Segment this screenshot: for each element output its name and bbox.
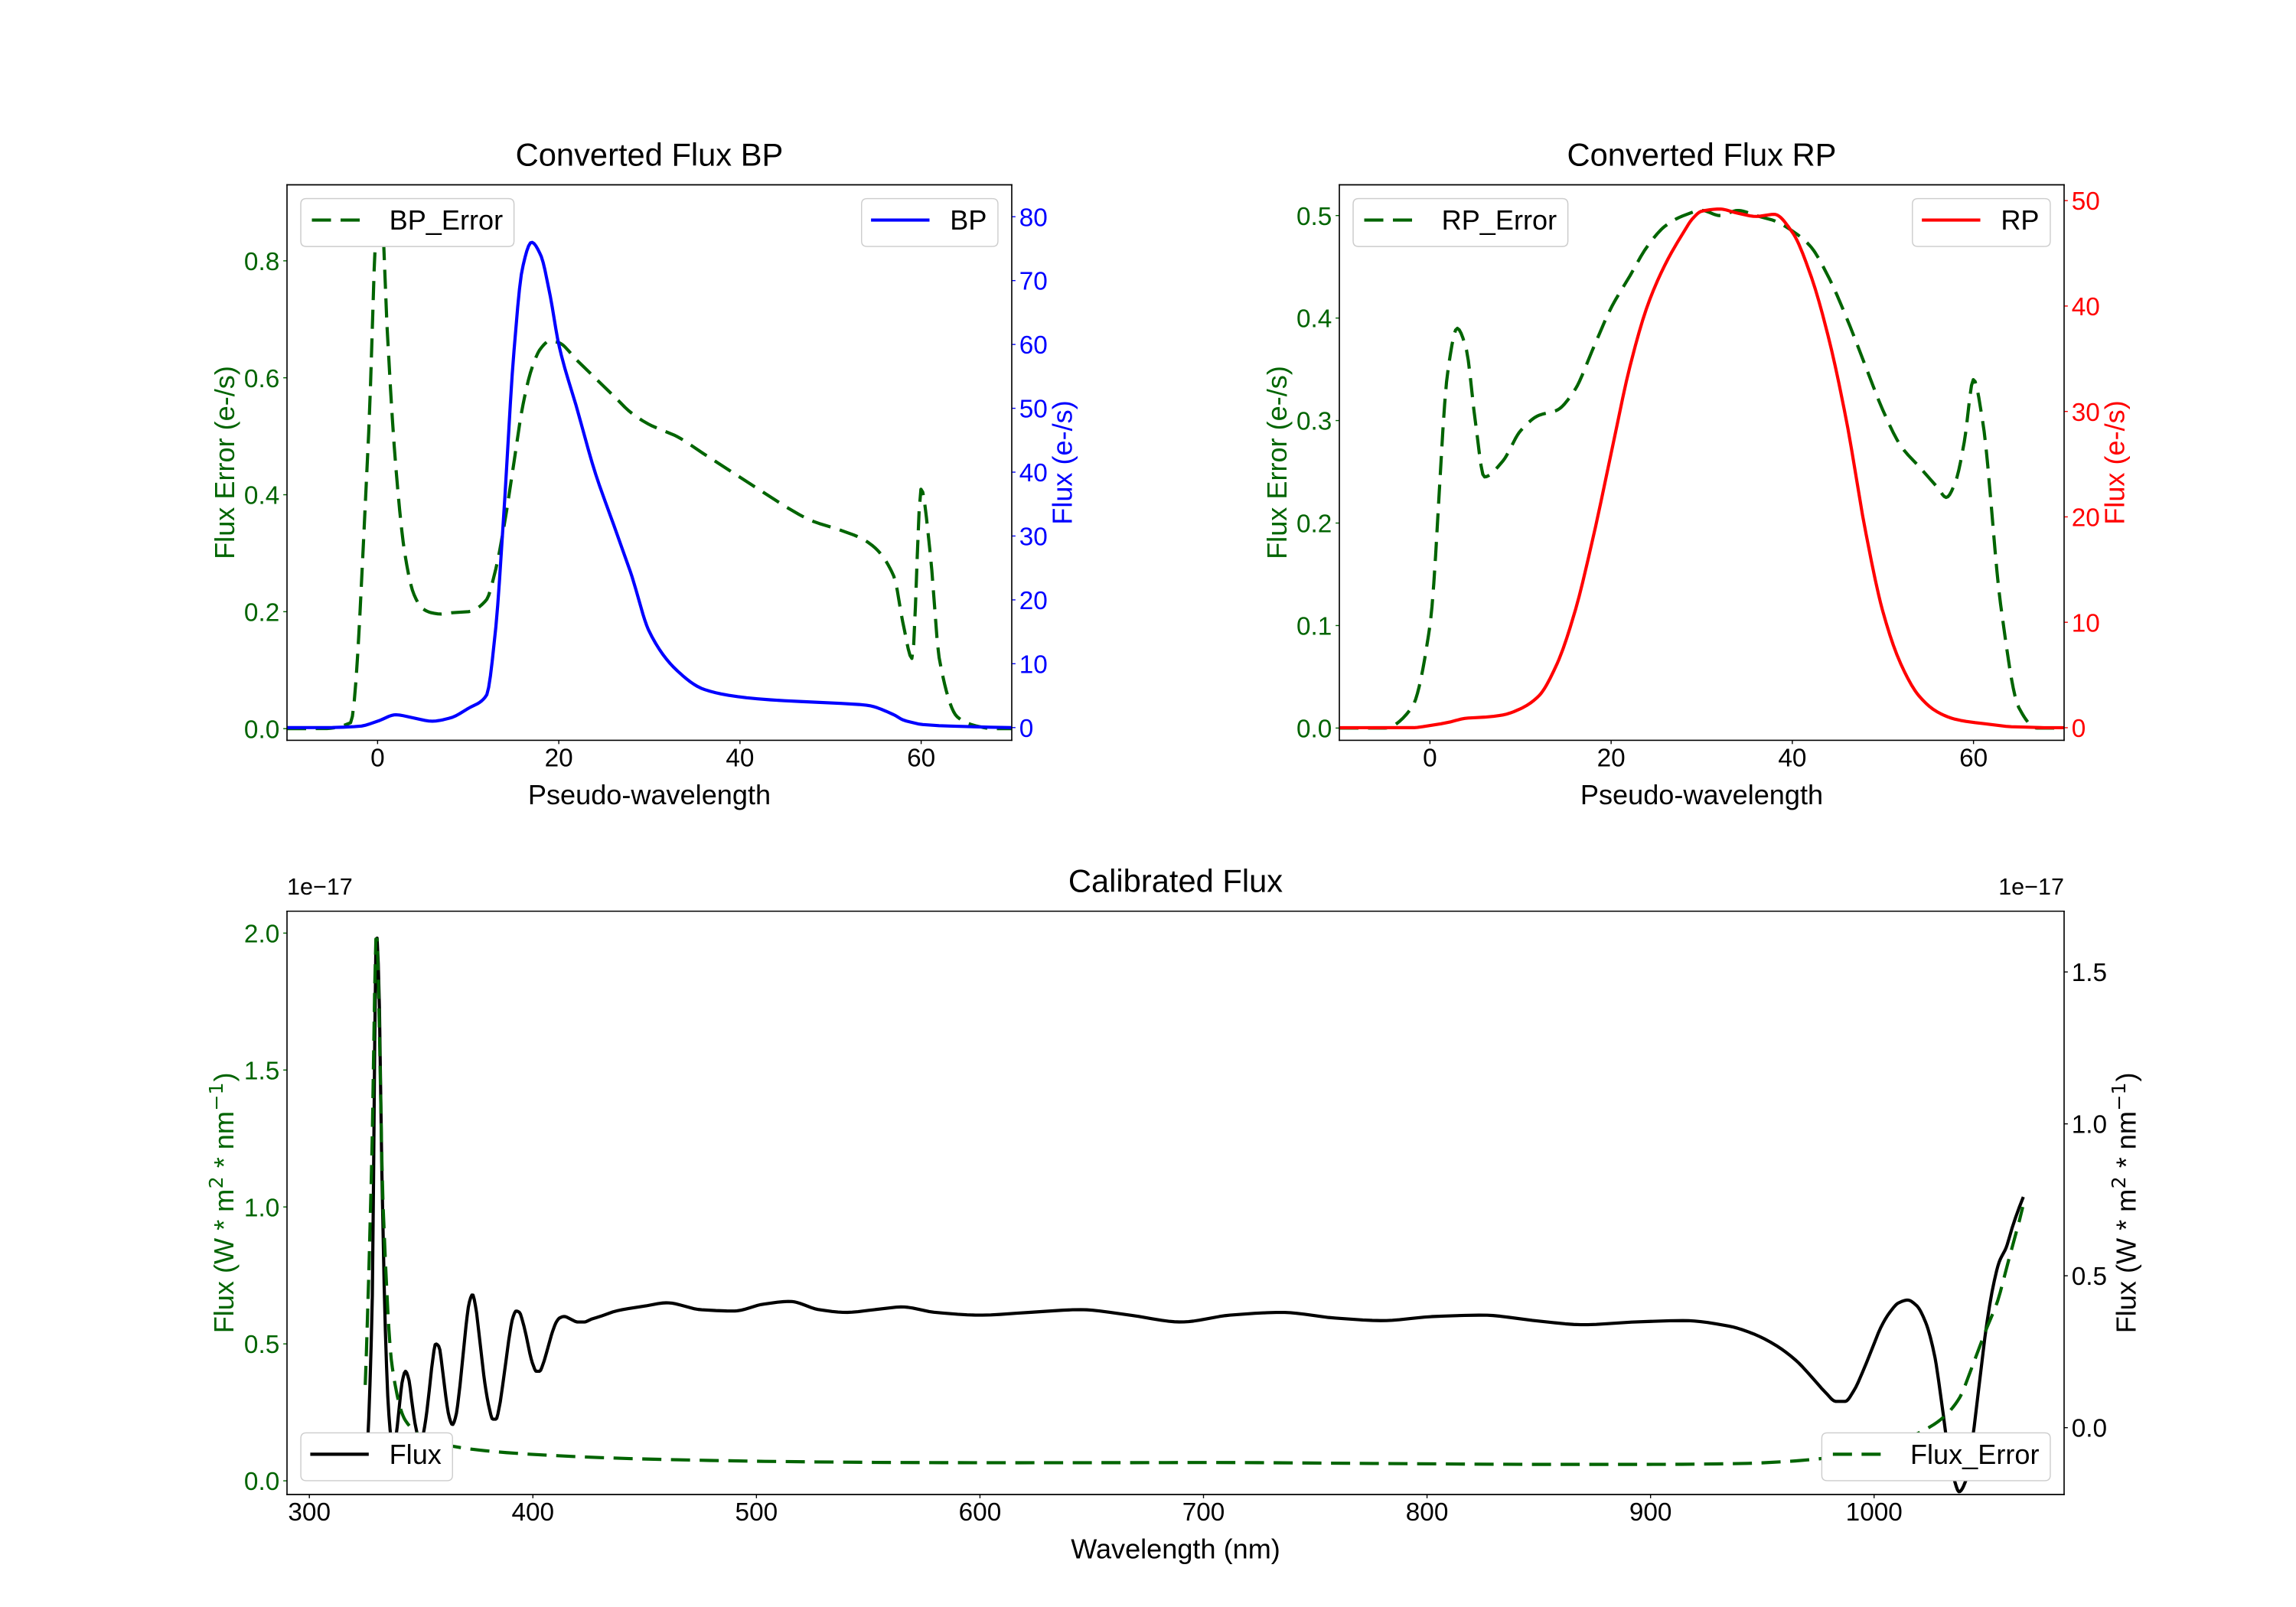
svg-text:0.4: 0.4 — [244, 482, 279, 510]
svg-text:0.1: 0.1 — [1296, 613, 1332, 641]
svg-text:50: 50 — [1019, 396, 1048, 424]
svg-text:0.0: 0.0 — [244, 715, 279, 744]
svg-text:0.5: 0.5 — [1296, 203, 1332, 231]
svg-text:BP_Error: BP_Error — [390, 204, 503, 236]
svg-text:10: 10 — [2072, 609, 2100, 637]
svg-text:1e−17: 1e−17 — [287, 874, 353, 900]
svg-text:0.0: 0.0 — [244, 1468, 279, 1496]
svg-text:20: 20 — [2072, 504, 2100, 533]
svg-text:70: 70 — [1019, 268, 1048, 296]
svg-text:F l u x: F l u x ( W * m * n m ) 2 − 1 — [2108, 1068, 2142, 1333]
svg-text:RP_Error: RP_Error — [1442, 204, 1557, 236]
svg-text:20: 20 — [1019, 587, 1048, 615]
svg-text:60: 60 — [907, 744, 935, 772]
svg-text:1.5: 1.5 — [2072, 959, 2107, 987]
svg-text:50: 50 — [2072, 187, 2100, 216]
svg-text:40: 40 — [2072, 293, 2100, 321]
svg-text:20: 20 — [1597, 744, 1626, 772]
svg-text:Converted Flux BP: Converted Flux BP — [516, 137, 784, 173]
svg-text:Flux Error (e-/s): Flux Error (e-/s) — [209, 366, 240, 559]
svg-text:700: 700 — [1182, 1498, 1225, 1527]
svg-text:40: 40 — [726, 744, 754, 772]
svg-text:800: 800 — [1406, 1498, 1449, 1527]
svg-text:2.0: 2.0 — [244, 920, 279, 948]
svg-text:0: 0 — [1423, 744, 1437, 772]
svg-text:60: 60 — [1019, 331, 1048, 360]
svg-text:Calibrated Flux: Calibrated Flux — [1068, 863, 1283, 899]
svg-text:Converted Flux RP: Converted Flux RP — [1567, 137, 1837, 173]
svg-text:0.3: 0.3 — [1296, 408, 1332, 436]
svg-text:0.8: 0.8 — [244, 248, 279, 276]
svg-text:0: 0 — [2072, 715, 2086, 743]
svg-text:40: 40 — [1019, 459, 1048, 487]
svg-text:Pseudo-wavelength: Pseudo-wavelength — [1580, 779, 1823, 810]
svg-text:0.5: 0.5 — [244, 1331, 279, 1359]
svg-text:20: 20 — [545, 744, 573, 772]
svg-text:80: 80 — [1019, 204, 1048, 232]
svg-text:Flux: Flux — [390, 1439, 442, 1470]
svg-text:1.5: 1.5 — [244, 1057, 279, 1085]
svg-text:BP: BP — [950, 204, 987, 236]
svg-text:Pseudo-wavelength: Pseudo-wavelength — [528, 779, 771, 810]
svg-text:0.0: 0.0 — [2072, 1415, 2107, 1443]
svg-text:0.2: 0.2 — [1296, 510, 1332, 539]
svg-text:30: 30 — [1019, 523, 1048, 552]
svg-text:1.0: 1.0 — [244, 1194, 279, 1222]
svg-text:0.4: 0.4 — [1296, 305, 1332, 334]
svg-text:0.6: 0.6 — [244, 365, 279, 393]
svg-text:0: 0 — [1019, 715, 1034, 743]
svg-text:60: 60 — [1959, 744, 1988, 772]
svg-text:Wavelength (nm): Wavelength (nm) — [1071, 1534, 1280, 1565]
svg-text:0.2: 0.2 — [244, 598, 279, 627]
svg-text:300: 300 — [288, 1498, 331, 1527]
svg-text:900: 900 — [1629, 1498, 1672, 1527]
svg-text:0.0: 0.0 — [1296, 715, 1332, 743]
svg-text:Flux_Error: Flux_Error — [1910, 1439, 2040, 1470]
svg-text:0: 0 — [370, 744, 385, 772]
svg-text:0.5: 0.5 — [2072, 1263, 2107, 1291]
svg-text:30: 30 — [2072, 399, 2100, 427]
svg-text:F l u x: F l u x ( W * m * n m ) 2 − 1 — [205, 1068, 240, 1333]
svg-text:40: 40 — [1778, 744, 1806, 772]
svg-text:1.0: 1.0 — [2072, 1111, 2107, 1139]
svg-text:1e−17: 1e−17 — [1998, 874, 2064, 900]
svg-text:400: 400 — [511, 1498, 554, 1527]
svg-text:Flux (e-/s): Flux (e-/s) — [1047, 400, 1078, 525]
svg-text:RP: RP — [2001, 204, 2039, 236]
svg-text:Flux (e-/s): Flux (e-/s) — [2099, 400, 2131, 525]
svg-text:500: 500 — [735, 1498, 778, 1527]
svg-text:600: 600 — [959, 1498, 1002, 1527]
svg-text:Flux Error (e-/s): Flux Error (e-/s) — [1261, 366, 1293, 559]
svg-text:10: 10 — [1019, 650, 1048, 679]
svg-text:1000: 1000 — [1846, 1498, 1903, 1527]
